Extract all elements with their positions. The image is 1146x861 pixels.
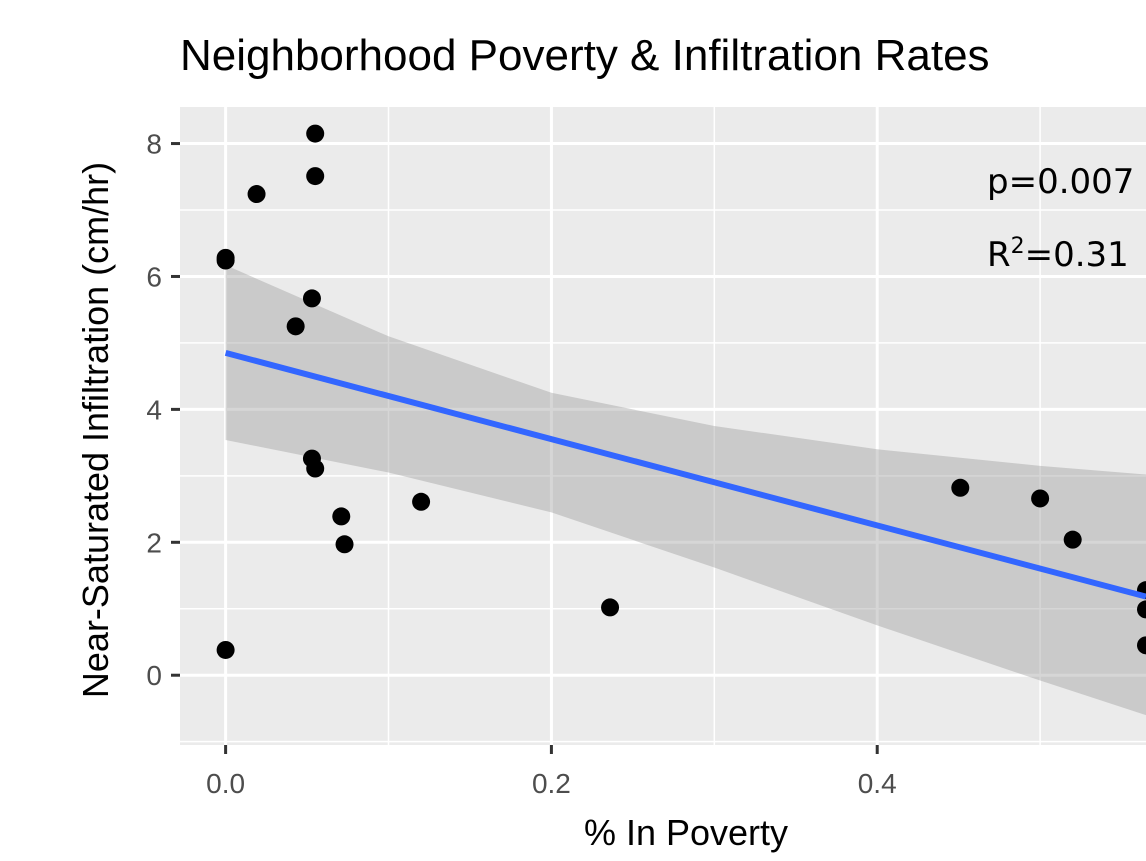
y-tick-label: 6: [146, 261, 162, 292]
data-point: [247, 185, 266, 204]
x-axis-title: % In Poverty: [584, 812, 788, 853]
data-points: [216, 124, 1146, 659]
data-point: [216, 251, 235, 270]
x-axis-ticks: 0.0 0.2 0.4: [206, 745, 897, 799]
r-squared-value: =0.31: [1025, 235, 1129, 275]
data-point: [1031, 489, 1050, 508]
data-point: [601, 598, 620, 617]
minor-gridlines: [180, 107, 1146, 745]
x-tick-label: 0.4: [858, 768, 897, 799]
data-point: [951, 478, 970, 497]
data-point: [412, 492, 431, 511]
y-tick-label: 2: [146, 527, 162, 558]
plot-panel: [180, 107, 1146, 745]
data-point: [1063, 530, 1082, 549]
r-squared-annotation: R2=0.31: [987, 234, 1129, 275]
y-axis-title: Near-Saturated Infiltration (cm/hr): [75, 162, 116, 698]
y-tick-label: 4: [146, 394, 162, 425]
data-point: [306, 167, 325, 186]
p-value-annotation: p=0.007: [987, 162, 1134, 202]
data-point: [216, 640, 235, 659]
data-point: [332, 507, 351, 526]
major-gridlines: [180, 107, 1146, 745]
data-point: [306, 459, 325, 478]
data-point: [286, 317, 305, 336]
data-point: [302, 289, 321, 308]
data-point: [1137, 636, 1146, 655]
r-squared-superscript: 2: [1011, 234, 1025, 259]
y-tick-label: 0: [146, 660, 162, 691]
data-point: [1137, 600, 1146, 619]
data-point: [306, 124, 325, 143]
trend-line: [224, 349, 1146, 600]
chart-title: Neighborhood Poverty & Infiltration Rate…: [180, 31, 990, 80]
data-point: [335, 535, 354, 554]
r-squared-prefix: R: [987, 235, 1011, 275]
x-tick-label: 0.0: [206, 768, 245, 799]
y-axis-ticks: 0 2 4 6 8: [146, 129, 180, 691]
confidence-band: [225, 265, 1146, 716]
x-tick-label: 0.2: [532, 768, 571, 799]
y-tick-label: 8: [146, 129, 162, 160]
